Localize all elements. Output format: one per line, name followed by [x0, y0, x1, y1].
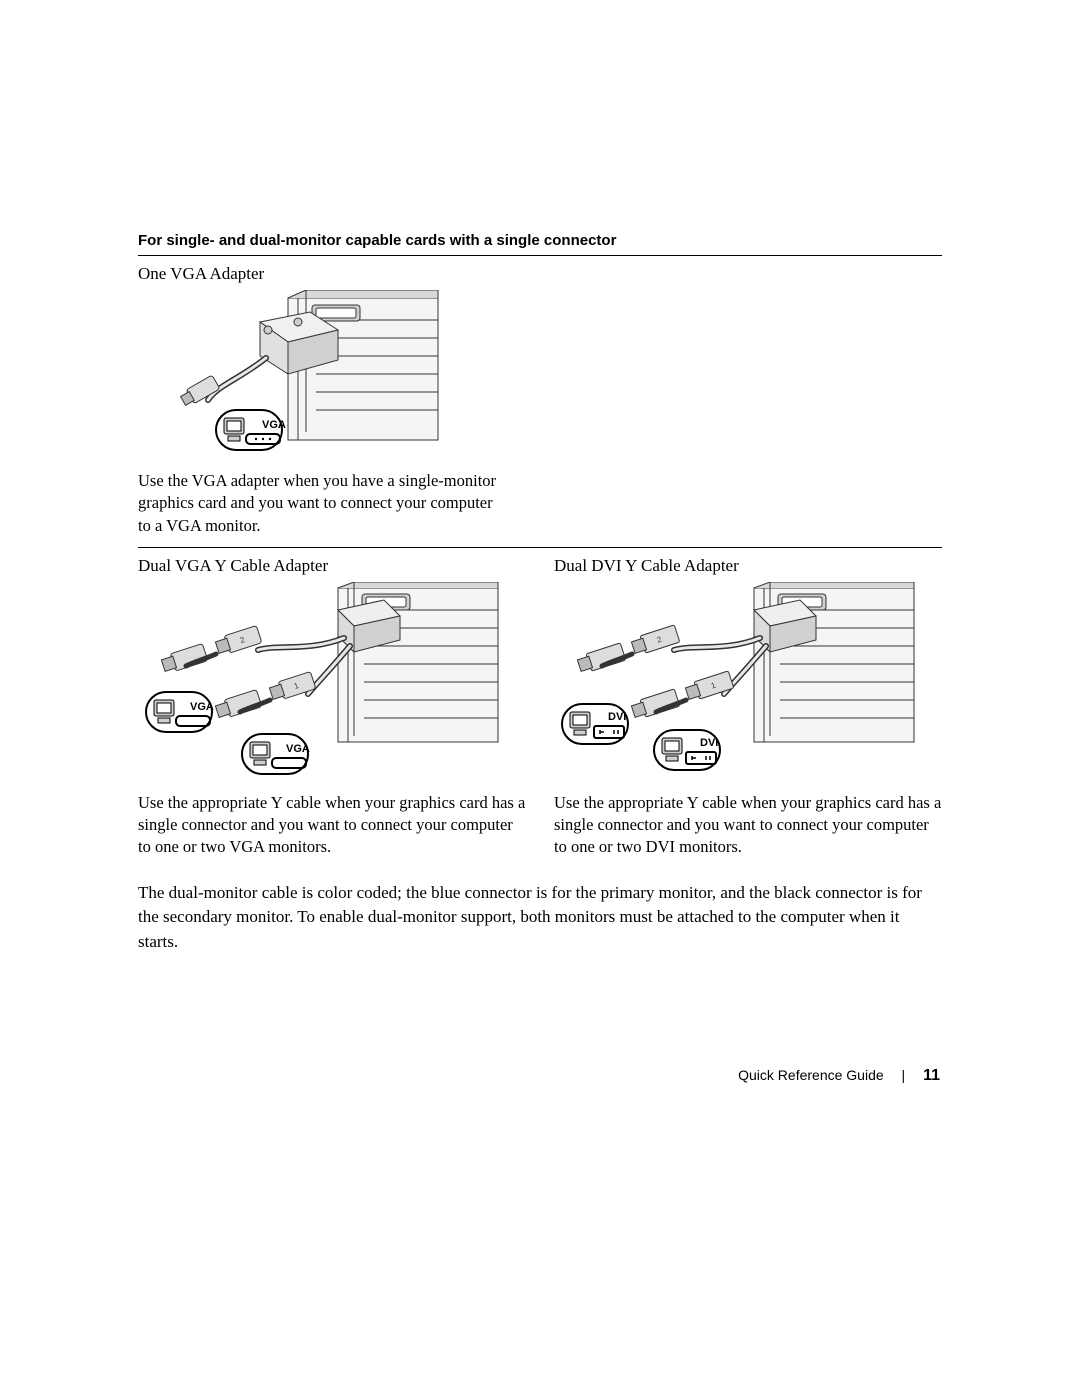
section-heading: For single- and dual-monitor capable car…: [138, 232, 942, 256]
svg-text:VGA: VGA: [286, 743, 310, 755]
vga-badge-1-icon: VGA: [146, 692, 214, 732]
page-footer: Quick Reference Guide | 11: [738, 1067, 940, 1085]
left-title: Dual VGA Y Cable Adapter: [138, 556, 526, 576]
footer-title: Quick Reference Guide: [738, 1067, 884, 1083]
dvi-badge-2-icon: DVI: [654, 730, 720, 770]
svg-text:DVI: DVI: [700, 737, 718, 749]
left-diagram: 2 1: [138, 582, 526, 782]
top-diagram: VGA: [138, 290, 942, 460]
svg-text:VGA: VGA: [262, 419, 286, 431]
body-paragraph: The dual-monitor cable is color coded; t…: [138, 881, 942, 955]
svg-text:VGA: VGA: [190, 701, 214, 713]
right-caption: Use the appropriate Y cable when your gr…: [554, 792, 942, 859]
dual-row: Dual VGA Y Cable Adapter: [138, 547, 942, 859]
right-col: Dual DVI Y Cable Adapter: [554, 556, 942, 859]
dvi-badge-1-icon: DVI: [562, 704, 628, 744]
svg-text:DVI: DVI: [608, 711, 626, 723]
top-caption: Use the VGA adapter when you have a sing…: [138, 470, 508, 537]
left-caption: Use the appropriate Y cable when your gr…: [138, 792, 526, 859]
top-title: One VGA Adapter: [138, 264, 942, 284]
vga-badge-icon: VGA: [216, 410, 286, 450]
vga-badge-2-icon: VGA: [242, 734, 310, 774]
footer-separator: |: [902, 1067, 906, 1083]
footer-page-number: 11: [923, 1067, 940, 1084]
right-diagram: 2 1: [554, 582, 942, 782]
left-col: Dual VGA Y Cable Adapter: [138, 556, 526, 859]
page-content: For single- and dual-monitor capable car…: [138, 232, 942, 955]
right-title: Dual DVI Y Cable Adapter: [554, 556, 942, 576]
